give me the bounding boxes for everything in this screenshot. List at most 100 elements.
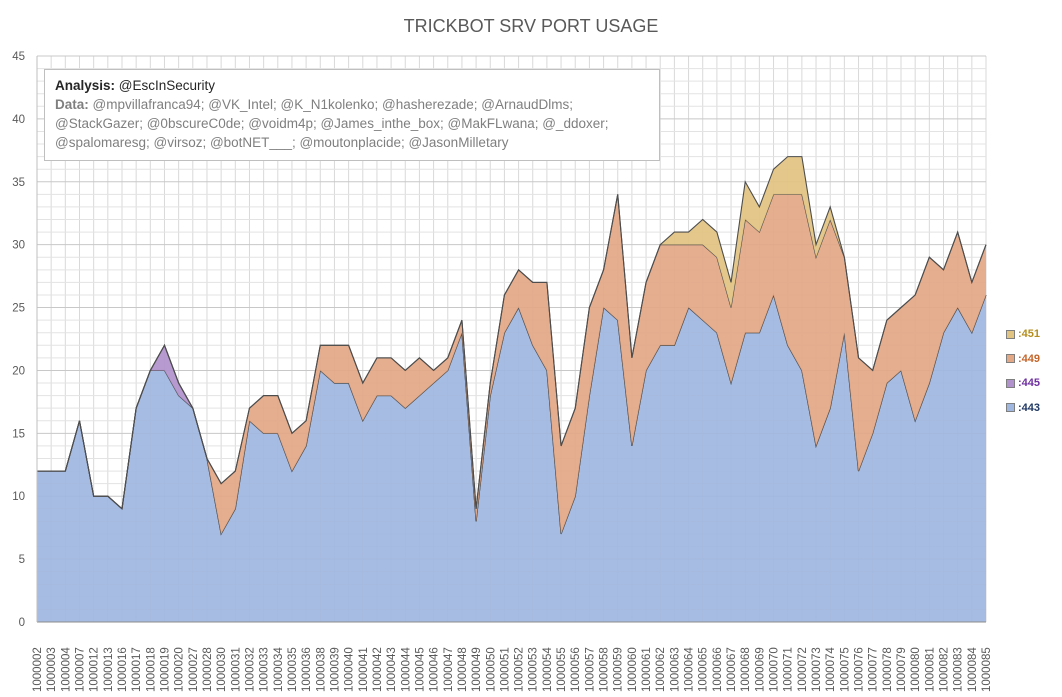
series-area-443 bbox=[37, 294, 986, 622]
analysis-label: Analysis: bbox=[55, 78, 116, 93]
annotation-box: Analysis: @EscInSecurity Data: @mpvillaf… bbox=[44, 69, 660, 161]
x-tick-label: 1000057 bbox=[584, 647, 596, 692]
x-tick-label: 1000062 bbox=[655, 647, 667, 692]
x-tick-label: 1000033 bbox=[259, 647, 271, 692]
x-tick-label: 1000059 bbox=[613, 647, 625, 692]
y-tick-label: 30 bbox=[12, 240, 25, 252]
x-tick-label: 1000060 bbox=[627, 647, 639, 692]
x-tick-label: 1000052 bbox=[514, 647, 526, 692]
x-tick-label: 1000016 bbox=[117, 647, 129, 692]
x-tick-label: 1000068 bbox=[740, 647, 752, 692]
analysis-value: @EscInSecurity bbox=[118, 78, 216, 93]
x-tick-label: 1000043 bbox=[386, 647, 398, 692]
x-tick-label: 1000077 bbox=[868, 647, 880, 692]
legend-label: :443 bbox=[1018, 401, 1041, 414]
x-tick-label: 1000085 bbox=[981, 647, 993, 692]
legend-swatch bbox=[1006, 403, 1015, 413]
x-tick-label: 1000050 bbox=[485, 647, 497, 692]
x-tick-label: 1000079 bbox=[896, 647, 908, 692]
x-tick-label: 1000042 bbox=[372, 647, 384, 692]
x-tick-label: 1000017 bbox=[131, 647, 143, 692]
x-tick-label: 1000004 bbox=[60, 647, 72, 692]
x-tick-label: 1000019 bbox=[159, 647, 171, 692]
x-tick-label: 1000032 bbox=[244, 647, 256, 692]
x-tick-label: 1000063 bbox=[669, 647, 681, 692]
x-tick-label: 1000012 bbox=[89, 647, 101, 692]
x-tick-label: 1000013 bbox=[103, 647, 115, 692]
x-tick-label: 1000041 bbox=[358, 647, 370, 692]
x-tick-label: 1000049 bbox=[471, 647, 483, 692]
x-tick-label: 1000072 bbox=[797, 647, 809, 692]
x-tick-label: 1000056 bbox=[570, 647, 582, 692]
legend-item: :451 bbox=[1006, 322, 1040, 347]
x-tick-label: 1000064 bbox=[684, 647, 696, 692]
x-tick-label: 1000018 bbox=[145, 647, 157, 692]
y-tick-label: 45 bbox=[12, 51, 25, 63]
y-tick-label: 35 bbox=[12, 177, 25, 189]
x-tick-label: 1000053 bbox=[528, 647, 540, 692]
x-tick-label: 1000081 bbox=[924, 647, 936, 692]
x-tick-label: 1000047 bbox=[443, 647, 455, 692]
x-tick-label: 1000080 bbox=[910, 647, 922, 692]
data-line: Data: @mpvillafranca94; @VK_Intel; @K_N1… bbox=[55, 95, 649, 152]
x-tick-label: 1000020 bbox=[174, 647, 186, 692]
legend-item: :443 bbox=[1006, 396, 1040, 421]
x-tick-label: 1000028 bbox=[202, 647, 214, 692]
data-label: Data: bbox=[55, 97, 89, 112]
x-tick-label: 1000055 bbox=[556, 647, 568, 692]
x-tick-label: 1000078 bbox=[882, 647, 894, 692]
x-tick-label: 1000082 bbox=[939, 647, 951, 692]
x-tick-label: 1000007 bbox=[74, 647, 86, 692]
x-tick-label: 1000027 bbox=[188, 647, 200, 692]
x-tick-label: 1000070 bbox=[769, 647, 781, 692]
x-tick-label: 1000075 bbox=[839, 647, 851, 692]
x-tick-label: 1000031 bbox=[230, 647, 242, 692]
x-tick-label: 1000034 bbox=[273, 647, 285, 692]
analysis-line: Analysis: @EscInSecurity bbox=[55, 76, 649, 95]
x-tick-label: 1000067 bbox=[726, 647, 738, 692]
legend-swatch bbox=[1006, 378, 1015, 388]
chart-legend: :451 :449 :445 :443 bbox=[1006, 322, 1040, 420]
x-tick-label: 1000039 bbox=[329, 647, 341, 692]
x-tick-label: 1000065 bbox=[698, 647, 710, 692]
x-tick-label: 1000076 bbox=[854, 647, 866, 692]
x-tick-label: 1000048 bbox=[457, 647, 469, 692]
legend-label: :449 bbox=[1018, 352, 1041, 365]
x-tick-label: 1000045 bbox=[414, 647, 426, 692]
x-tick-label: 1000003 bbox=[46, 647, 58, 692]
y-tick-label: 5 bbox=[19, 554, 25, 566]
x-tick-label: 1000084 bbox=[967, 647, 979, 692]
y-tick-label: 15 bbox=[12, 428, 25, 440]
x-tick-label: 1000030 bbox=[216, 647, 228, 692]
x-tick-label: 1000040 bbox=[344, 647, 356, 692]
series-area-449 bbox=[37, 194, 986, 534]
x-tick-label: 1000036 bbox=[301, 647, 313, 692]
x-tick-label: 1000058 bbox=[599, 647, 611, 692]
legend-label: :451 bbox=[1018, 328, 1041, 341]
y-tick-label: 10 bbox=[12, 491, 25, 503]
y-tick-label: 25 bbox=[12, 303, 25, 315]
legend-label: :445 bbox=[1018, 377, 1041, 390]
legend-item: :445 bbox=[1006, 371, 1040, 396]
x-tick-label: 1000044 bbox=[400, 647, 412, 692]
x-tick-label: 1000054 bbox=[542, 647, 554, 692]
data-value: @mpvillafranca94; @VK_Intel; @K_N1kolenk… bbox=[55, 97, 609, 150]
legend-swatch bbox=[1006, 354, 1015, 364]
x-tick-label: 1000066 bbox=[712, 647, 724, 692]
x-tick-label: 1000074 bbox=[825, 647, 837, 692]
y-tick-label: 0 bbox=[19, 617, 25, 629]
series-edge-451 bbox=[37, 156, 987, 510]
x-tick-label: 1000046 bbox=[429, 647, 441, 692]
x-tick-label: 1000038 bbox=[315, 647, 327, 692]
legend-swatch bbox=[1006, 329, 1015, 339]
chart-title: TRICKBOT SRV PORT USAGE bbox=[403, 16, 659, 36]
y-tick-label: 20 bbox=[12, 365, 25, 377]
x-tick-label: 1000069 bbox=[754, 647, 766, 692]
x-tick-label: 1000071 bbox=[783, 647, 795, 692]
x-tick-label: 1000051 bbox=[499, 647, 511, 692]
x-tick-label: 1000061 bbox=[641, 647, 653, 692]
legend-item: :449 bbox=[1006, 347, 1040, 372]
x-tick-label: 1000073 bbox=[811, 647, 823, 692]
x-tick-label: 1000035 bbox=[287, 647, 299, 692]
